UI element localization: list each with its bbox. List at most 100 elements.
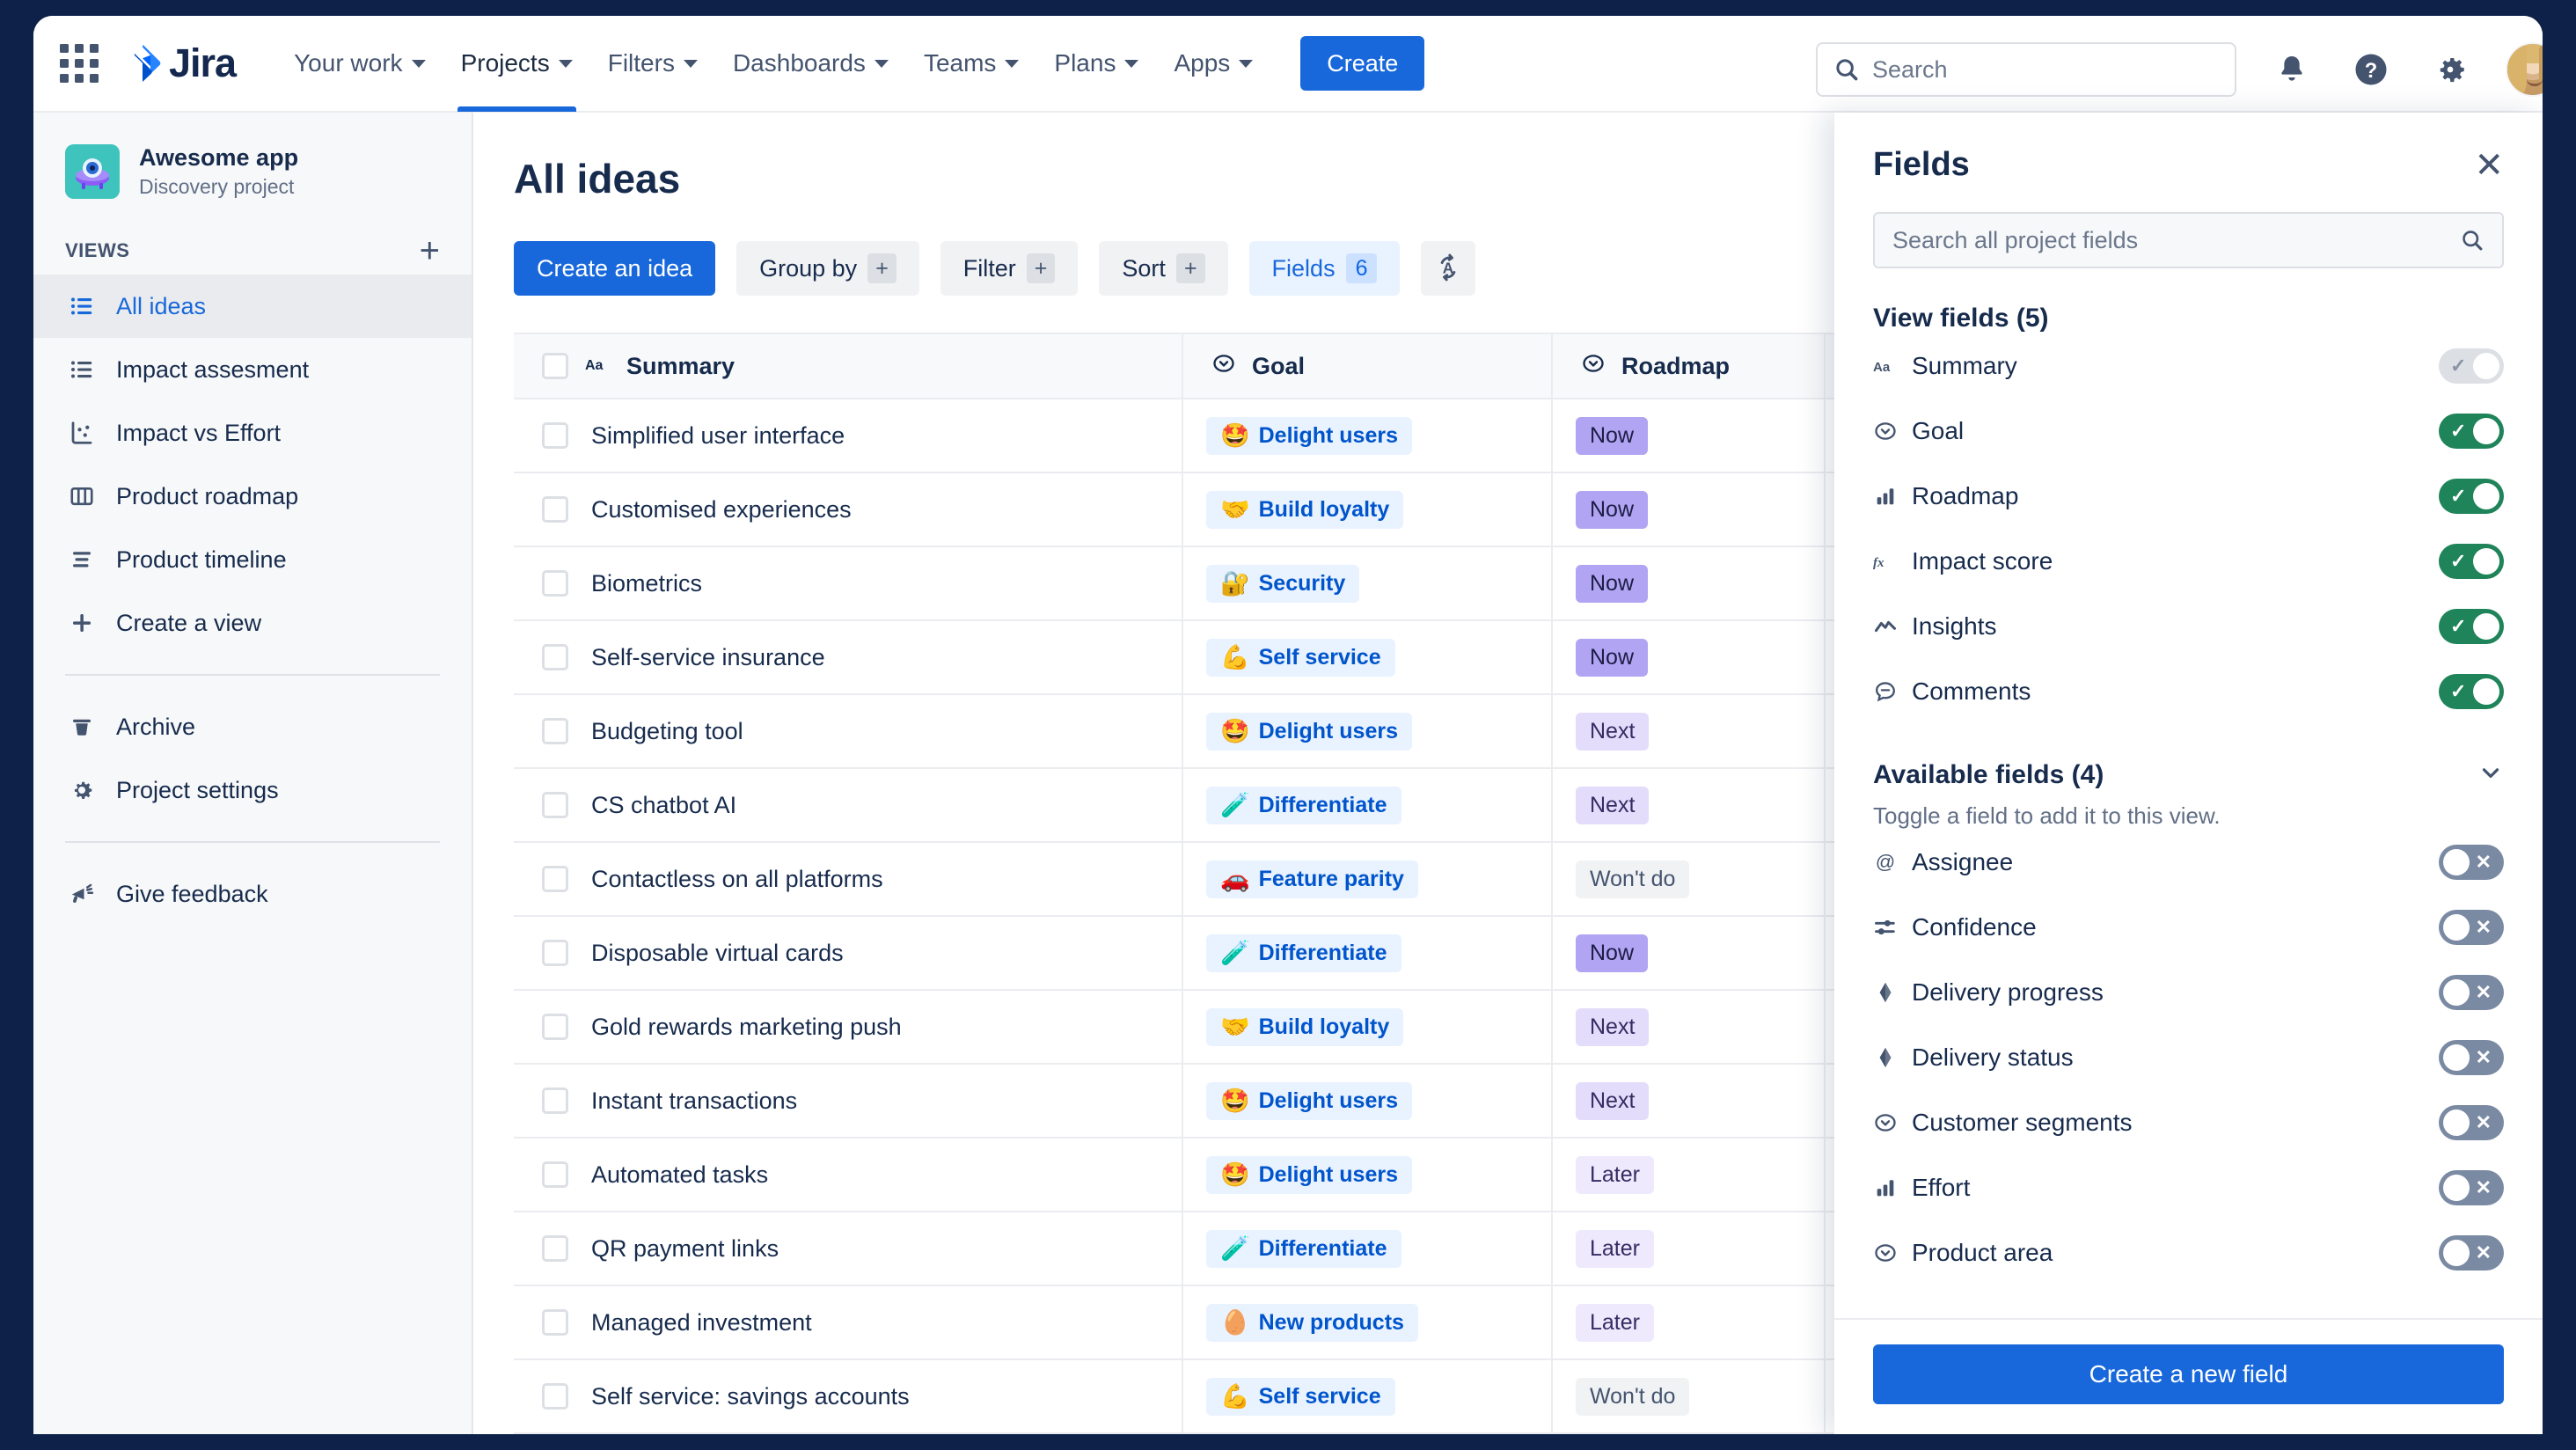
filter-button[interactable]: Filter + <box>940 241 1079 296</box>
cell-roadmap[interactable]: Now <box>1552 472 1826 547</box>
create-an-idea-button[interactable]: Create an idea <box>514 241 716 296</box>
cell-roadmap[interactable]: Won't do <box>1552 1359 1826 1434</box>
close-icon[interactable]: ✕ <box>2474 145 2504 185</box>
field-row[interactable]: @ Assignee ✕ <box>1873 830 2504 895</box>
project-header[interactable]: Awesome app Discovery project <box>33 113 472 199</box>
column-header-summary[interactable]: Aa Summary <box>514 333 1183 399</box>
sidebar-item-give-feedback[interactable]: Give feedback <box>33 862 472 926</box>
nav-item-apps[interactable]: Apps <box>1156 16 1270 112</box>
text-autoformat-button[interactable]: A <box>1421 241 1476 296</box>
cell-summary[interactable]: Biometrics <box>514 546 1183 621</box>
available-fields-header[interactable]: Available fields (4) <box>1873 759 2504 790</box>
cell-goal[interactable]: 🧪 Differentiate <box>1182 1212 1553 1286</box>
sidebar-item-archive[interactable]: Archive <box>33 695 472 758</box>
sidebar-item-impact-vs-effort[interactable]: Impact vs Effort <box>33 401 472 465</box>
cell-summary[interactable]: Disposable virtual cards <box>514 916 1183 991</box>
nav-item-your-work[interactable]: Your work <box>276 16 443 112</box>
nav-item-teams[interactable]: Teams <box>906 16 1036 112</box>
help-icon[interactable]: ? <box>2347 46 2395 93</box>
group-by-button[interactable]: Group by + <box>736 241 919 296</box>
cell-summary[interactable]: Customised experiences <box>514 472 1183 547</box>
row-checkbox[interactable] <box>542 866 568 892</box>
fields-button[interactable]: Fields 6 <box>1248 241 1401 296</box>
sidebar-item-create-a-view[interactable]: Create a view <box>33 591 472 655</box>
settings-gear-icon[interactable] <box>2426 46 2474 93</box>
field-toggle-on[interactable]: ✓ <box>2439 479 2504 514</box>
field-toggle-on[interactable]: ✓ <box>2439 414 2504 449</box>
row-checkbox[interactable] <box>542 644 568 670</box>
row-checkbox[interactable] <box>542 570 568 597</box>
field-row[interactable]: Comments ✓ <box>1873 659 2504 724</box>
field-row[interactable]: fx Impact score ✓ <box>1873 529 2504 594</box>
row-checkbox[interactable] <box>542 422 568 449</box>
cell-roadmap[interactable]: Next <box>1552 1064 1826 1139</box>
user-avatar[interactable] <box>2506 42 2543 97</box>
notifications-bell-icon[interactable] <box>2268 46 2316 93</box>
cell-roadmap[interactable]: Now <box>1552 546 1826 621</box>
field-toggle-on[interactable]: ✓ <box>2439 544 2504 579</box>
column-header-roadmap[interactable]: Roadmap <box>1552 333 1826 399</box>
cell-goal[interactable]: 🤩 Delight users <box>1182 1138 1553 1212</box>
cell-roadmap[interactable]: Now <box>1552 399 1826 473</box>
field-row[interactable]: Product area ✕ <box>1873 1220 2504 1285</box>
field-toggle-off[interactable]: ✕ <box>2439 1170 2504 1205</box>
field-toggle-off[interactable]: ✕ <box>2439 1040 2504 1075</box>
nav-item-plans[interactable]: Plans <box>1036 16 1156 112</box>
nav-item-dashboards[interactable]: Dashboards <box>715 16 906 112</box>
cell-summary[interactable]: Managed investment <box>514 1285 1183 1360</box>
sidebar-item-all-ideas[interactable]: All ideas <box>33 275 472 338</box>
field-row[interactable]: Customer segments ✕ <box>1873 1090 2504 1155</box>
column-header-goal[interactable]: Goal <box>1182 333 1553 399</box>
field-row[interactable]: Insights ✓ <box>1873 594 2504 659</box>
cell-goal[interactable]: 🔐 Security <box>1182 546 1553 621</box>
row-checkbox[interactable] <box>542 1309 568 1336</box>
cell-summary[interactable]: Budgeting tool <box>514 694 1183 769</box>
nav-item-projects[interactable]: Projects <box>443 16 590 112</box>
nav-item-filters[interactable]: Filters <box>590 16 715 112</box>
field-row[interactable]: Effort ✕ <box>1873 1155 2504 1220</box>
cell-goal[interactable]: 💪 Self service <box>1182 1359 1553 1434</box>
cell-summary[interactable]: Simplified user interface <box>514 399 1183 473</box>
cell-roadmap[interactable]: Now <box>1552 916 1826 991</box>
fields-search-input[interactable]: Search all project fields <box>1873 212 2504 268</box>
cell-roadmap[interactable]: Later <box>1552 1285 1826 1360</box>
cell-goal[interactable]: 🤩 Delight users <box>1182 399 1553 473</box>
row-checkbox[interactable] <box>542 718 568 744</box>
cell-summary[interactable]: Automated tasks <box>514 1138 1183 1212</box>
cell-summary[interactable]: Contactless on all platforms <box>514 842 1183 917</box>
field-row[interactable]: Roadmap ✓ <box>1873 464 2504 529</box>
table-row[interactable]: QR payment links🧪DifferentiateLater46 <box>514 1212 2362 1286</box>
cell-summary[interactable]: Self-service insurance <box>514 620 1183 695</box>
row-checkbox[interactable] <box>542 1014 568 1040</box>
cell-goal[interactable]: 💪 Self service <box>1182 620 1553 695</box>
field-row[interactable]: Delivery progress ✕ <box>1873 960 2504 1025</box>
sidebar-item-product-roadmap[interactable]: Product roadmap <box>33 465 472 528</box>
row-checkbox[interactable] <box>542 1161 568 1188</box>
field-toggle-off[interactable]: ✕ <box>2439 975 2504 1010</box>
row-checkbox[interactable] <box>542 1088 568 1114</box>
cell-goal[interactable]: 🚗 Feature parity <box>1182 842 1553 917</box>
row-checkbox[interactable] <box>542 1383 568 1410</box>
cell-roadmap[interactable]: Won't do <box>1552 842 1826 917</box>
cell-roadmap[interactable]: Later <box>1552 1138 1826 1212</box>
create-button[interactable]: Create <box>1300 36 1425 91</box>
add-view-button[interactable]: + <box>419 231 440 270</box>
cell-summary[interactable]: QR payment links <box>514 1212 1183 1286</box>
cell-summary[interactable]: Gold rewards marketing push <box>514 990 1183 1065</box>
field-row[interactable]: Confidence ✕ <box>1873 895 2504 960</box>
field-row[interactable]: Aa Summary ✓ <box>1873 333 2504 399</box>
row-checkbox[interactable] <box>542 496 568 523</box>
app-switcher-icon[interactable] <box>55 39 104 88</box>
chevron-down-icon[interactable] <box>2477 759 2504 790</box>
cell-roadmap[interactable]: Later <box>1552 1212 1826 1286</box>
cell-summary[interactable]: CS chatbot AI <box>514 768 1183 843</box>
row-checkbox[interactable] <box>542 940 568 966</box>
cell-roadmap[interactable]: Next <box>1552 768 1826 843</box>
field-toggle-on[interactable]: ✓ <box>2439 609 2504 644</box>
sidebar-item-project-settings[interactable]: Project settings <box>33 758 472 822</box>
row-checkbox[interactable] <box>542 1235 568 1262</box>
create-a-new-field-button[interactable]: Create a new field <box>1873 1344 2504 1404</box>
cell-roadmap[interactable]: Now <box>1552 620 1826 695</box>
cell-goal[interactable]: 🧪 Differentiate <box>1182 768 1553 843</box>
sort-button[interactable]: Sort + <box>1099 241 1228 296</box>
